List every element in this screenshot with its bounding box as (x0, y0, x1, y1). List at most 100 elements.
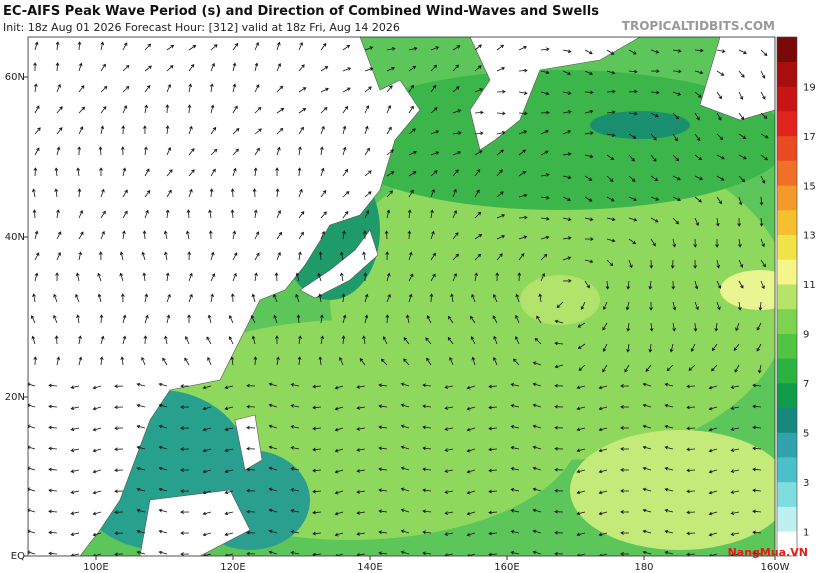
wave-arrow (98, 251, 103, 261)
wave-arrow (187, 104, 192, 114)
colorbar-label: 17 (803, 132, 816, 143)
wave-arrow (686, 552, 696, 556)
wave-arrow (54, 335, 59, 345)
wave-arrow (246, 509, 256, 514)
lat-label: 60N (5, 72, 25, 83)
wave-arrow (251, 335, 256, 345)
wave-arrow (554, 404, 564, 409)
wave-arrow (100, 230, 105, 240)
wave-arrow (276, 62, 281, 72)
wave-arrow (693, 238, 698, 248)
wave-arrow (28, 508, 36, 513)
colorbar-swatch (777, 259, 797, 285)
wave-arrow (364, 191, 372, 198)
wave-arrow (554, 364, 564, 369)
wave-arrow (48, 425, 58, 430)
wave-arrow (334, 469, 344, 474)
wave-arrow (207, 356, 212, 366)
wave-arrow (554, 488, 564, 493)
wave-arrow (230, 188, 235, 198)
wave-arrow (760, 91, 766, 100)
wave-arrow (122, 189, 128, 198)
wave-arrow (120, 146, 125, 156)
wave-arrow (386, 190, 393, 198)
wave-arrow (122, 42, 128, 51)
wave-arrow (232, 252, 238, 261)
wave-arrow (554, 446, 564, 451)
wave-arrow (513, 358, 520, 366)
wave-arrow (33, 356, 38, 366)
wave-arrow (166, 169, 173, 177)
wave-arrow (686, 447, 696, 452)
wave-arrow (474, 168, 481, 177)
wave-arrow (136, 550, 146, 555)
wave-arrow (334, 385, 344, 390)
wave-arrow (488, 531, 498, 536)
colorbar-swatch (777, 457, 797, 483)
wave-arrow (78, 231, 84, 240)
wave-arrow (714, 322, 719, 332)
wave-arrow (342, 314, 347, 324)
wave-arrow (341, 293, 346, 303)
wave-arrow (78, 356, 83, 366)
wave-arrow (422, 404, 432, 409)
wave-arrow (474, 150, 483, 156)
wave-arrow (518, 235, 528, 240)
map-area (28, 37, 775, 556)
wave-arrow (276, 41, 281, 51)
wave-arrow (488, 552, 498, 556)
wave-arrow (180, 384, 190, 388)
wave-arrow (92, 532, 102, 537)
wave-arrow (56, 231, 62, 240)
wave-arrow (760, 280, 765, 290)
wave-arrow (114, 426, 124, 431)
wave-arrow (426, 357, 432, 366)
wave-arrow (298, 108, 307, 114)
wave-arrow (208, 209, 212, 219)
wave-arrow (606, 49, 615, 55)
wave-arrow (518, 215, 528, 220)
wave-arrow (576, 490, 586, 495)
wave-arrow (163, 230, 168, 240)
wave-arrow (694, 133, 701, 142)
wave-arrow (738, 133, 747, 139)
wave-arrow (466, 385, 476, 390)
wave-arrow (694, 301, 699, 311)
wave-arrow (492, 315, 498, 324)
wave-arrow (730, 406, 740, 410)
wave-arrow (356, 385, 366, 389)
wave-arrow (496, 149, 504, 156)
land-kamchatka (469, 37, 641, 151)
wave-arrow (452, 64, 459, 72)
wave-arrow (738, 175, 746, 183)
lon-label: 120E (220, 562, 245, 573)
wave-arrow (188, 188, 193, 198)
wave-arrow (671, 280, 676, 290)
wave-arrow (733, 343, 740, 352)
wave-arrow (180, 405, 190, 409)
wave-arrow (317, 272, 322, 282)
wave-arrow (341, 335, 346, 345)
wave-arrow (312, 489, 322, 494)
wave-arrow (188, 148, 195, 156)
wave-arrow (532, 382, 542, 387)
wave-arrow (730, 385, 740, 389)
field-blob (590, 111, 690, 139)
wave-arrow (518, 171, 527, 177)
map-frame (27, 36, 776, 557)
wave-arrow (230, 356, 235, 366)
wave-arrow (562, 130, 572, 135)
wave-arrow (562, 110, 572, 114)
wave-arrow (202, 406, 212, 411)
wave-arrow (584, 131, 594, 136)
wave-arrow (425, 337, 432, 345)
wave-arrow (444, 469, 454, 473)
wave-arrow (210, 104, 215, 114)
wave-arrow (28, 550, 36, 555)
wave-arrow (246, 404, 256, 409)
wave-arrow (386, 47, 396, 51)
wave-arrow (334, 490, 344, 495)
colorbar-label: 9 (803, 330, 809, 341)
wave-arrow (576, 427, 586, 432)
wave-arrow (158, 508, 168, 513)
